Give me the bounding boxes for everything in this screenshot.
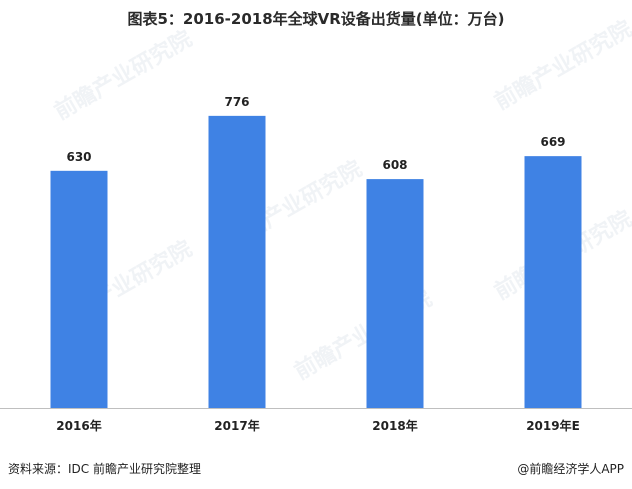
bar-0 xyxy=(50,170,108,408)
bar-3 xyxy=(524,156,582,408)
x-tick-label-1: 2017年 xyxy=(214,418,259,433)
bar-1 xyxy=(208,115,266,408)
chart-title: 图表5：2016-2018年全球VR设备出货量(单位：万台) xyxy=(127,10,505,28)
x-tick-label-3: 2019年E xyxy=(526,418,580,433)
data-label-1: 776 xyxy=(224,95,249,109)
source-note: 资料来源：IDC 前瞻产业研究院整理 xyxy=(8,462,201,476)
bars: 630 776 608 669 xyxy=(50,95,582,408)
data-label-2: 608 xyxy=(382,158,407,172)
x-tick-labels: 2016年 2017年 2018年 2019年E xyxy=(56,418,580,433)
data-label-3: 669 xyxy=(540,135,565,149)
watermark-text: 前瞻产业研究院 xyxy=(490,16,632,116)
x-tick-label-0: 2016年 xyxy=(56,418,101,433)
bar-2 xyxy=(366,179,424,408)
x-tick-label-2: 2018年 xyxy=(372,418,417,433)
watermark-text: 前瞻产业研究院 xyxy=(50,26,196,126)
brand-note: @前瞻经济学人APP xyxy=(517,462,624,476)
data-label-0: 630 xyxy=(66,150,91,164)
footer: 资料来源：IDC 前瞻产业研究院整理 @前瞻经济学人APP xyxy=(0,460,632,482)
